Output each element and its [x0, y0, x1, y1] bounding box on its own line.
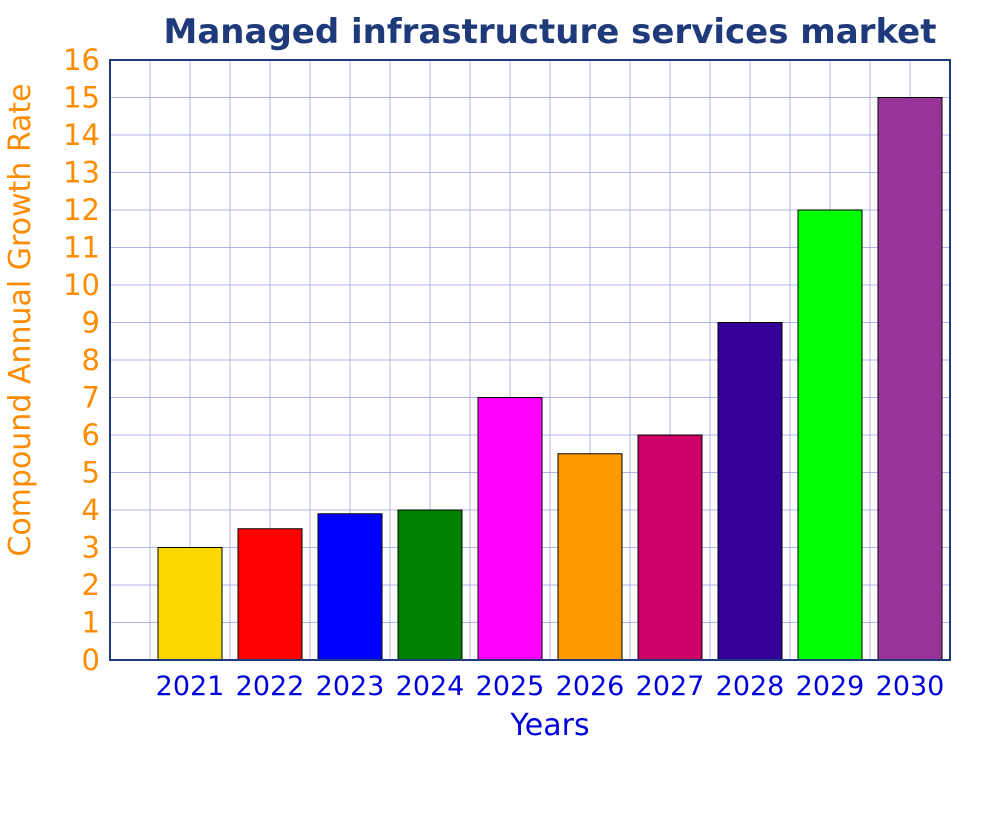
x-tick-label: 2022 [236, 671, 305, 702]
y-tick-label: 14 [63, 118, 100, 152]
y-tick-label: 12 [63, 193, 100, 227]
x-axis-label: Years [509, 708, 589, 743]
y-tick-label: 9 [82, 306, 100, 340]
x-tick-label: 2024 [396, 671, 465, 702]
y-tick-label: 10 [63, 268, 100, 302]
bars [157, 97, 943, 661]
bar-2022 [237, 528, 303, 661]
y-tick-label: 5 [82, 456, 100, 490]
plot-frame [109, 59, 951, 661]
x-tick-label: 2026 [556, 671, 625, 702]
y-tick-label: 0 [82, 643, 100, 677]
bar-2025 [477, 397, 543, 661]
x-tick-label: 2023 [316, 671, 385, 702]
bar-2026 [557, 453, 623, 661]
y-tick-label: 15 [63, 81, 100, 115]
x-axis-ticks: 2021 2022 2023 2024 2025 2026 2027 2028 2029 2030 [156, 671, 945, 702]
x-tick-label: 2028 [716, 671, 785, 702]
y-tick-label: 1 [82, 606, 100, 640]
y-tick-label: 6 [82, 418, 100, 452]
y-tick-label: 16 [63, 43, 100, 77]
y-tick-label: 8 [82, 343, 100, 377]
x-tick-label: 2027 [636, 671, 705, 702]
bar-2028 [717, 322, 783, 661]
x-tick-label: 2030 [876, 671, 945, 702]
bar-2029 [797, 209, 863, 661]
bar-2030 [877, 97, 943, 661]
bar-2023 [317, 513, 383, 661]
x-tick-label: 2025 [476, 671, 545, 702]
y-tick-label: 11 [63, 231, 100, 265]
y-tick-label: 4 [82, 493, 100, 527]
y-tick-label: 13 [63, 156, 100, 190]
bar-2021 [157, 547, 223, 661]
x-tick-label: 2021 [156, 671, 225, 702]
chart-title: Managed infrastructure services market [164, 12, 937, 52]
y-tick-label: 2 [82, 568, 100, 602]
y-axis-label: Compound Annual Growth Rate [3, 83, 38, 556]
y-tick-label: 7 [82, 381, 100, 415]
bar-2027 [637, 434, 703, 661]
bar-2024 [397, 509, 463, 661]
x-tick-label: 2029 [796, 671, 865, 702]
y-tick-label: 3 [82, 531, 100, 565]
